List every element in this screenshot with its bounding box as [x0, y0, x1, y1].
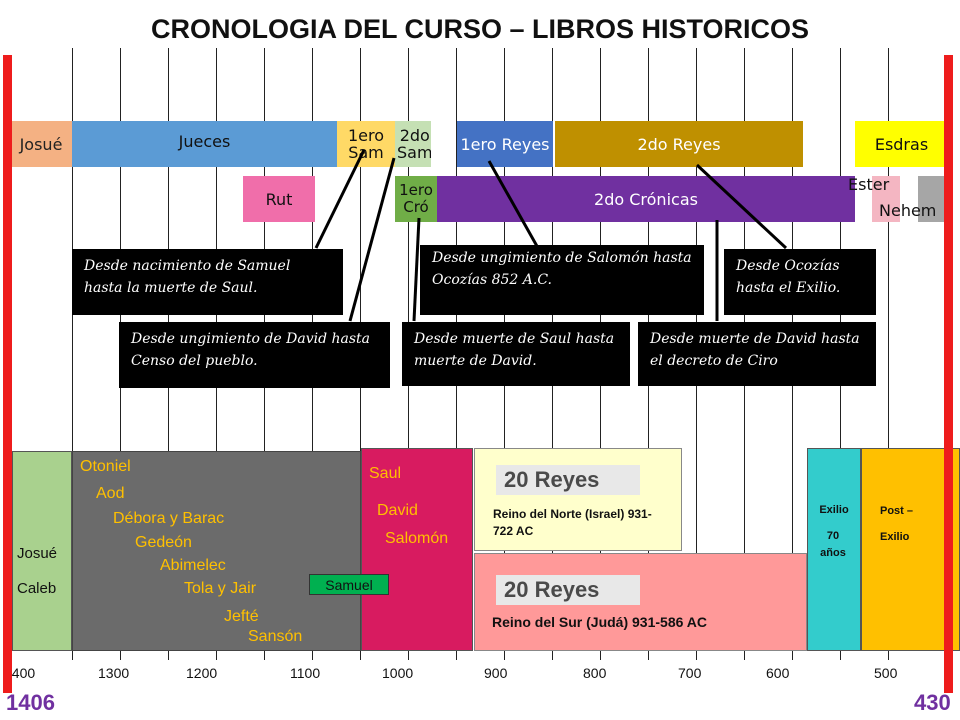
note-samuel: Desde nacimiento de Samuel hasta la muer… — [72, 249, 343, 315]
king-saul: Saul — [369, 465, 402, 482]
end-marker — [944, 55, 953, 693]
era-caleb-label: Caleb — [17, 580, 57, 597]
axis-year: 600 — [766, 665, 790, 681]
book-1-reyes: 1ero Reyes — [457, 121, 553, 167]
book-1-samuel: 1ero Sam — [337, 121, 395, 167]
axis-year: 1200 — [186, 665, 218, 681]
start-marker — [3, 55, 12, 693]
north-kingdom-label: Reino del Norte (Israel) 931-722 AC — [493, 507, 652, 538]
king-salomon: Salomón — [385, 530, 449, 547]
judge-item: Sansón — [248, 628, 303, 645]
book-esdras: Esdras — [855, 121, 948, 167]
book-jueces: Jueces — [72, 121, 337, 167]
judge-item: Aod — [96, 485, 125, 502]
book-josue: Josué — [10, 121, 72, 167]
era-josue-label: Josué — [17, 545, 58, 562]
judge-item: Débora y Barac — [113, 510, 225, 527]
note-ocozias: Desde Ocozías hasta el Exilio. — [724, 249, 876, 315]
judge-item: Abimelec — [160, 557, 226, 574]
era-josue — [12, 451, 72, 651]
judge-item: Tola y Jair — [184, 580, 257, 597]
note-david: Desde ungimiento de David hasta Censo de… — [119, 322, 390, 388]
page-title: CRONOLOGIA DEL CURSO – LIBROS HISTORICOS — [150, 14, 810, 44]
era-post-exilio — [861, 448, 960, 651]
axis-year: 1300 — [98, 665, 130, 681]
end-year: 430 — [914, 690, 951, 715]
axis-year: 700 — [678, 665, 702, 681]
book-ester — [872, 176, 900, 222]
book-1-cronicas: 1ero Cró — [395, 176, 437, 222]
axis-year: 500 — [874, 665, 898, 681]
era-judges — [72, 451, 361, 651]
axis-year: 900 — [484, 665, 508, 681]
book-2-reyes: 2do Reyes — [555, 121, 803, 167]
book-2-samuel: 2do Sam — [395, 121, 431, 167]
king-david: David — [377, 502, 418, 519]
judge-item: Gedeón — [135, 534, 192, 551]
judge-item: Otoniel — [80, 458, 131, 475]
south-kingdom-label: Reino del Sur (Judá) 931-586 AC — [492, 614, 707, 630]
book-2-cronicas: 2do Crónicas — [437, 176, 855, 222]
book-rut: Rut — [243, 176, 315, 222]
axis-year: 800 — [583, 665, 607, 681]
book-ester-label: Ester — [848, 175, 890, 194]
note-salomon: Desde ungimiento de Salomón hasta Ocozía… — [420, 245, 704, 315]
axis-year: 1000 — [382, 665, 414, 681]
note-ciro: Desde muerte de David hasta el decreto d… — [638, 322, 876, 386]
exilio-years: 70 años — [820, 530, 846, 559]
note-saul-david: Desde muerte de Saul hasta muerte de Dav… — [402, 322, 630, 386]
north-kings-badge: 20 Reyes — [496, 465, 640, 495]
judge-item: Jefté — [224, 608, 259, 625]
exilio-label: Exilio — [819, 504, 849, 516]
era-exilio — [807, 448, 861, 651]
start-year: 1406 — [6, 690, 55, 715]
book-nehemias-label: Nehem — [879, 201, 937, 220]
post-exilio-label: Post – Exilio — [880, 505, 914, 543]
era-united-kingdom — [361, 448, 473, 651]
samuel-badge: Samuel — [309, 574, 389, 595]
axis-year: 1100 — [290, 665, 321, 681]
south-kings-badge: 20 Reyes — [496, 575, 640, 605]
